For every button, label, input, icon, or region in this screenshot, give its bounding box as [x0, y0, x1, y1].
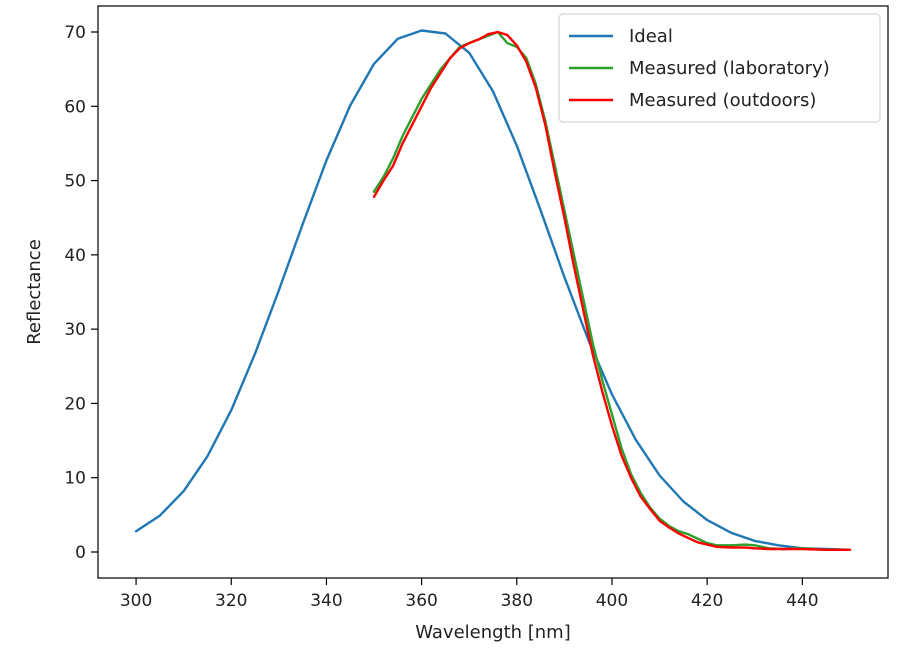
legend-label: Measured (laboratory)	[629, 58, 830, 79]
y-axis-label: Reflectance	[24, 239, 45, 345]
y-tick-label: 30	[64, 320, 86, 340]
legend: Ideal Measured (laboratory) Measured (outd…	[558, 13, 881, 123]
x-axis-ticks: 300 320 340 360 380 400 420 440	[120, 578, 819, 611]
x-tick-label: 380	[501, 591, 533, 611]
legend-label: Measured (outdoors)	[629, 90, 816, 111]
y-tick-label: 10	[64, 469, 86, 489]
y-tick-label: 60	[64, 97, 86, 117]
x-axis-label: Wavelength [nm]	[415, 622, 571, 643]
y-axis-ticks: 0 10 20 30 40 50 60 70	[64, 23, 98, 563]
y-tick-label: 70	[64, 23, 86, 43]
x-tick-label: 340	[310, 591, 342, 611]
x-tick-label: 300	[120, 591, 152, 611]
x-tick-label: 360	[405, 591, 437, 611]
series-group	[134, 29, 852, 551]
x-tick-label: 400	[596, 591, 628, 611]
series-line-2	[372, 30, 852, 551]
y-tick-label: 0	[75, 543, 86, 563]
legend-box	[558, 13, 881, 123]
y-tick-label: 20	[64, 394, 86, 414]
series-line-1	[372, 30, 852, 551]
y-tick-label: 50	[64, 172, 86, 192]
x-tick-label: 440	[786, 591, 818, 611]
legend-label: Ideal	[629, 26, 673, 47]
x-tick-label: 320	[215, 591, 247, 611]
y-tick-label: 40	[64, 246, 86, 266]
x-tick-label: 420	[691, 591, 723, 611]
plot-frame	[97, 5, 889, 579]
series-line-0	[134, 29, 852, 551]
